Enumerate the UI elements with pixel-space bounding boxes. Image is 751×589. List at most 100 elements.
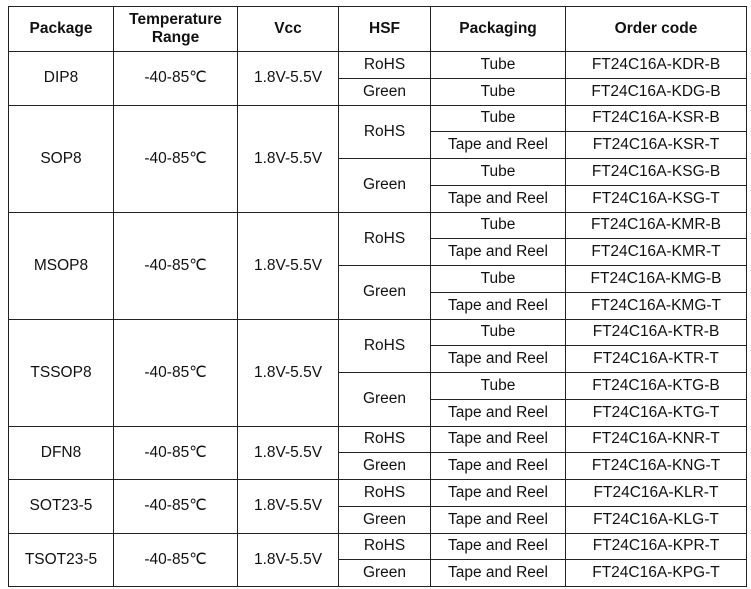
- package-cell: TSSOP8: [8, 318, 114, 427]
- vcc-cell: 1.8V-5.5V: [237, 425, 339, 480]
- vcc-cell: 1.8V-5.5V: [237, 211, 339, 320]
- packaging-cell: Tape and Reel: [430, 291, 566, 320]
- table-row: Tape and Reel FT24C16A-KTG-T: [9, 398, 747, 427]
- hsf-cell: Green: [338, 372, 431, 427]
- hsf-cell: Green: [338, 265, 431, 320]
- package-cell: SOT23-5: [8, 479, 114, 534]
- temperature-cell: -40-85℃: [113, 211, 238, 320]
- package-cell: MSOP8: [8, 211, 114, 320]
- packaging-cell: Tube: [430, 318, 566, 347]
- packaging-cell: Tape and Reel: [430, 505, 566, 534]
- table-row: Green Tube FT24C16A-KDG-B: [9, 77, 747, 106]
- hsf-cell: Green: [338, 505, 431, 534]
- order-code-cell: FT24C16A-KSR-B: [565, 104, 747, 133]
- order-code-cell: FT24C16A-KMR-B: [565, 211, 747, 240]
- packaging-cell: Tape and Reel: [430, 131, 566, 159]
- temperature-cell: -40-85℃: [113, 532, 238, 587]
- package-cell: DFN8: [8, 425, 114, 480]
- packaging-cell: Tube: [430, 372, 566, 400]
- packaging-cell: Tube: [430, 211, 566, 240]
- temperature-cell: -40-85℃: [113, 479, 238, 534]
- hsf-cell: RoHS: [338, 318, 431, 373]
- table-row: Green Tape and Reel FT24C16A-KLG-T: [9, 505, 747, 534]
- package-cell: SOP8: [8, 104, 114, 213]
- packaging-cell: Tube: [430, 51, 566, 79]
- table-row: DFN8 -40-85℃ 1.8V-5.5V RoHS Tape and Reel FT2…: [8, 425, 747, 480]
- temperature-cell: -40-85℃: [113, 425, 238, 480]
- order-code-cell: FT24C16A-KMR-T: [565, 238, 747, 266]
- order-code-cell: FT24C16A-KPG-T: [565, 559, 747, 587]
- packaging-cell: Tube: [430, 77, 566, 106]
- vcc-cell: 1.8V-5.5V: [237, 318, 339, 427]
- order-code-cell: FT24C16A-KTG-T: [565, 398, 747, 427]
- vcc-cell: 1.8V-5.5V: [237, 479, 339, 534]
- order-code-cell: FT24C16A-KNG-T: [565, 452, 747, 480]
- order-code-cell: FT24C16A-KLR-T: [565, 479, 747, 507]
- header-packaging: Packaging: [430, 6, 566, 52]
- package-cell: TSOT23-5: [8, 532, 114, 587]
- vcc-cell: 1.8V-5.5V: [237, 104, 339, 213]
- packaging-cell: Tape and Reel: [430, 398, 566, 427]
- packaging-cell: Tape and Reel: [430, 479, 566, 507]
- hsf-cell: Green: [338, 77, 431, 106]
- packaging-cell: Tape and Reel: [430, 452, 566, 480]
- header-row: Package Temperature Range Vcc HSF Packag…: [8, 6, 747, 52]
- hsf-cell: RoHS: [338, 211, 431, 266]
- table-row: TSOT23-5 -40-85℃ 1.8V-5.5V RoHS Tape and Ree…: [8, 532, 747, 587]
- hsf-cell: RoHS: [338, 425, 431, 454]
- order-code-cell: FT24C16A-KTG-B: [565, 372, 747, 400]
- header-vcc: Vcc: [237, 6, 339, 52]
- temperature-cell: -40-85℃: [113, 104, 238, 213]
- order-code-cell: FT24C16A-KMG-B: [565, 265, 747, 293]
- order-code-cell: FT24C16A-KTR-B: [565, 318, 747, 347]
- vcc-cell: 1.8V-5.5V: [237, 51, 339, 106]
- hsf-cell: RoHS: [338, 51, 431, 79]
- table-row: Tape and Reel FT24C16A-KSR-T: [9, 131, 747, 159]
- order-code-cell: FT24C16A-KMG-T: [565, 291, 747, 320]
- packaging-cell: Tape and Reel: [430, 184, 566, 213]
- packaging-cell: Tape and Reel: [430, 559, 566, 587]
- temperature-cell: -40-85℃: [113, 318, 238, 427]
- order-code-cell: FT24C16A-KPR-T: [565, 532, 747, 561]
- order-code-cell: FT24C16A-KDR-B: [565, 51, 747, 79]
- table-row: TSSOP8 -40-85℃ 1.8V-5.5V RoHS Tube FT24C16A-K…: [8, 318, 747, 427]
- header-order-code: Order code: [565, 6, 747, 52]
- packaging-cell: Tape and Reel: [430, 425, 566, 454]
- packaging-cell: Tube: [430, 104, 566, 133]
- order-code-cell: FT24C16A-KSG-T: [565, 184, 747, 213]
- table-row: Green Tape and Reel FT24C16A-KNG-T: [9, 452, 747, 480]
- table-row: DIP8 -40-85℃ 1.8V-5.5V RoHS Tube FT24C16A-KDR…: [8, 51, 747, 106]
- hsf-cell: Green: [338, 452, 431, 480]
- vcc-cell: 1.8V-5.5V: [237, 532, 339, 587]
- table-row: Tape and Reel FT24C16A-KTR-T: [9, 345, 747, 373]
- packaging-cell: Tube: [430, 265, 566, 293]
- hsf-cell: RoHS: [338, 104, 431, 159]
- table-row: Green Tube FT24C16A-KMG-B: [9, 265, 747, 320]
- ordering-info-table: Package Temperature Range Vcc HSF Packag…: [8, 6, 747, 587]
- packaging-cell: Tape and Reel: [430, 532, 566, 561]
- hsf-cell: Green: [338, 158, 431, 213]
- order-code-cell: FT24C16A-KLG-T: [565, 505, 747, 534]
- table-row: Tape and Reel FT24C16A-KSG-T: [9, 184, 747, 213]
- order-code-cell: FT24C16A-KTR-T: [565, 345, 747, 373]
- order-code-cell: FT24C16A-KNR-T: [565, 425, 747, 454]
- order-code-cell: FT24C16A-KDG-B: [565, 77, 747, 106]
- hsf-cell: Green: [338, 559, 431, 587]
- table-body: DIP8 -40-85℃ 1.8V-5.5V RoHS Tube FT24C16A-KDR…: [8, 51, 747, 587]
- header-hsf: HSF: [338, 6, 431, 52]
- order-code-cell: FT24C16A-KSR-T: [565, 131, 747, 159]
- temperature-cell: -40-85℃: [113, 51, 238, 106]
- packaging-cell: Tube: [430, 158, 566, 186]
- table-row: Tape and Reel FT24C16A-KMR-T: [9, 238, 747, 266]
- table-row: SOP8 -40-85℃ 1.8V-5.5V RoHS Tube FT24C16A-KSR…: [8, 104, 747, 213]
- header-temperature-range: Temperature Range: [113, 6, 238, 52]
- hsf-cell: RoHS: [338, 479, 431, 507]
- packaging-cell: Tape and Reel: [430, 345, 566, 373]
- table-row: MSOP8 -40-85℃ 1.8V-5.5V RoHS Tube FT24C16A-KM…: [8, 211, 747, 320]
- table-row: Green Tube FT24C16A-KSG-B: [9, 158, 747, 213]
- table-row: Green Tape and Reel FT24C16A-KPG-T: [9, 559, 747, 587]
- package-cell: DIP8: [8, 51, 114, 106]
- hsf-cell: RoHS: [338, 532, 431, 561]
- order-code-cell: FT24C16A-KSG-B: [565, 158, 747, 186]
- table-row: Green Tube FT24C16A-KTG-B: [9, 372, 747, 427]
